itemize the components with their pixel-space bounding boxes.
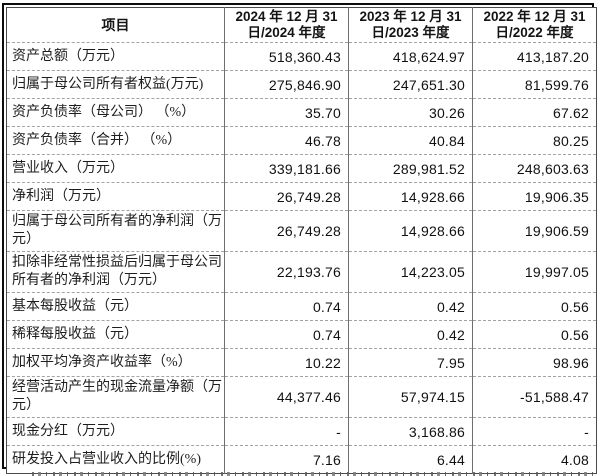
row-label: 经营活动产生的现金流量净额（万元） xyxy=(6,376,225,418)
value-2023: 418,624.97 xyxy=(348,42,473,71)
table-row: 研发投入占营业收入的比例(%) 7.16 6.44 4.08 xyxy=(6,445,597,474)
row-label: 资产负债率（合并） （%） xyxy=(6,126,225,155)
value-2022: 248,603.63 xyxy=(472,154,597,183)
table-row: 经营活动产生的现金流量净额（万元） 44,377.46 57,974.15 -5… xyxy=(6,376,597,418)
value-2024: 44,377.46 xyxy=(224,376,349,418)
value-2024: 0.74 xyxy=(224,320,349,349)
value-2022: - xyxy=(472,417,597,446)
row-label: 基本每股收益（元） xyxy=(6,292,225,321)
value-2024: 10.22 xyxy=(224,348,349,377)
value-2024: 22,193.76 xyxy=(224,251,349,293)
row-label: 归属于母公司所有者权益(万元) xyxy=(6,70,225,99)
header-cell-period-2024: 2024 年 12 月 31 日/2024 年度 xyxy=(224,7,349,43)
value-2022: 413,187.20 xyxy=(472,42,597,71)
value-2022: 19,906.35 xyxy=(472,182,597,211)
clipped-text-fragment xyxy=(32,472,598,476)
table-row: 净利润（万元） 26,749.28 14,928.66 19,906.35 xyxy=(6,182,597,211)
header-cell-period-2022: 2022 年 12 月 31 日/2022 年度 xyxy=(472,7,597,43)
value-2022: 19,997.05 xyxy=(472,251,597,293)
header-period-line1: 2022 年 12 月 31 xyxy=(483,9,586,24)
value-2022: 19,906.59 xyxy=(472,210,597,252)
value-2023: 14,928.66 xyxy=(348,210,473,252)
row-label: 稀释每股收益（元） xyxy=(6,320,225,349)
table-body: 资产总额（万元） 518,360.43 418,624.97 413,187.2… xyxy=(6,42,597,474)
value-2024: 26,749.28 xyxy=(224,210,349,252)
value-2023: 0.42 xyxy=(348,320,473,349)
table-row: 营业收入（万元） 339,181.66 289,981.52 248,603.6… xyxy=(6,154,597,183)
table-row: 资产负债率（母公司） （%） 35.70 30.26 67.62 xyxy=(6,98,597,127)
value-2023: 14,223.05 xyxy=(348,251,473,293)
value-2022: 4.08 xyxy=(472,445,597,474)
row-label: 归属于母公司所有者的净利润（万元） xyxy=(6,210,225,252)
header-row: 项目 2024 年 12 月 31 日/2024 年度 2023 年 12 月 … xyxy=(7,7,597,43)
row-label: 净利润（万元） xyxy=(6,182,225,211)
value-2022: 0.56 xyxy=(472,320,597,349)
table-row: 基本每股收益（元） 0.74 0.42 0.56 xyxy=(6,292,597,321)
value-2023: 289,981.52 xyxy=(348,154,473,183)
header-period-line1: 2023 年 12 月 31 xyxy=(359,9,462,24)
table-row: 资产总额（万元） 518,360.43 418,624.97 413,187.2… xyxy=(6,42,597,71)
value-2022: 0.56 xyxy=(472,292,597,321)
financial-summary-table: 项目 2024 年 12 月 31 日/2024 年度 2023 年 12 月 … xyxy=(6,7,597,474)
value-2022: 81,599.76 xyxy=(472,70,597,99)
row-label: 现金分红（万元） xyxy=(6,417,225,446)
table-row: 资产负债率（合并） （%） 46.78 40.84 80.25 xyxy=(6,126,597,155)
value-2022: 80.25 xyxy=(472,126,597,155)
value-2023: 30.26 xyxy=(348,98,473,127)
value-2023: 40.84 xyxy=(348,126,473,155)
value-2022: -51,588.47 xyxy=(472,376,597,418)
header-period-line1: 2024 年 12 月 31 xyxy=(235,9,338,24)
value-2023: 247,651.30 xyxy=(348,70,473,99)
table-row: 扣除非经常性损益后归属于母公司所有者的净利润（万元） 22,193.76 14,… xyxy=(6,251,597,293)
value-2023: 57,974.15 xyxy=(348,376,473,418)
row-label: 加权平均净资产收益率（%） xyxy=(6,348,225,377)
header-cell-period-2023: 2023 年 12 月 31 日/2023 年度 xyxy=(348,7,473,43)
table-row: 归属于母公司所有者的净利润（万元） 26,749.28 14,928.66 19… xyxy=(6,210,597,252)
row-label: 扣除非经常性损益后归属于母公司所有者的净利润（万元） xyxy=(6,251,225,293)
table-row: 归属于母公司所有者权益(万元) 275,846.90 247,651.30 81… xyxy=(6,70,597,99)
value-2023: 7.95 xyxy=(348,348,473,377)
financial-summary-table-frame: 项目 2024 年 12 月 31 日/2024 年度 2023 年 12 月 … xyxy=(2,3,597,474)
table-row: 现金分红（万元） - 3,168.86 - xyxy=(6,417,597,446)
value-2023: 0.42 xyxy=(348,292,473,321)
table-row: 稀释每股收益（元） 0.74 0.42 0.56 xyxy=(6,320,597,349)
value-2023: 3,168.86 xyxy=(348,417,473,446)
row-label: 资产总额（万元） xyxy=(6,42,225,71)
value-2024: 0.74 xyxy=(224,292,349,321)
value-2024: 339,181.66 xyxy=(224,154,349,183)
value-2024: - xyxy=(224,417,349,446)
value-2023: 6.44 xyxy=(348,445,473,474)
row-label: 营业收入（万元） xyxy=(6,154,225,183)
row-label: 研发投入占营业收入的比例(%) xyxy=(6,445,225,474)
value-2022: 98.96 xyxy=(472,348,597,377)
header-period-line2: 日/2023 年度 xyxy=(371,25,450,40)
value-2024: 518,360.43 xyxy=(224,42,349,71)
header-period-line2: 日/2022 年度 xyxy=(495,25,574,40)
value-2024: 35.70 xyxy=(224,98,349,127)
value-2024: 26,749.28 xyxy=(224,182,349,211)
value-2023: 14,928.66 xyxy=(348,182,473,211)
table-row: 加权平均净资产收益率（%） 10.22 7.95 98.96 xyxy=(6,348,597,377)
table-header: 项目 2024 年 12 月 31 日/2024 年度 2023 年 12 月 … xyxy=(7,7,597,43)
row-label: 资产负债率（母公司） （%） xyxy=(6,98,225,127)
value-2024: 46.78 xyxy=(224,126,349,155)
header-cell-item: 项目 xyxy=(101,17,130,33)
value-2024: 275,846.90 xyxy=(224,70,349,99)
header-period-line2: 日/2024 年度 xyxy=(247,25,326,40)
value-2022: 67.62 xyxy=(472,98,597,127)
value-2024: 7.16 xyxy=(224,445,349,474)
